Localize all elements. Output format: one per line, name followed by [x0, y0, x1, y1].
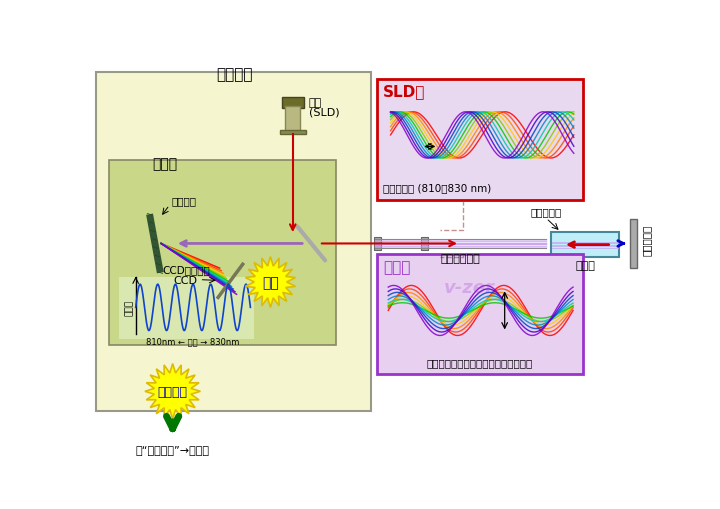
Text: 光源: 光源 — [309, 98, 322, 107]
Text: 分光: 分光 — [262, 275, 279, 290]
FancyBboxPatch shape — [285, 107, 300, 132]
Text: 测量对象物: 测量对象物 — [642, 224, 652, 256]
Text: CCD: CCD — [174, 275, 197, 285]
Text: 宽波长光带 (810～830 nm): 宽波长光带 (810～830 nm) — [383, 183, 491, 193]
FancyBboxPatch shape — [109, 161, 336, 346]
FancyBboxPatch shape — [119, 278, 253, 340]
Text: 分光器: 分光器 — [153, 157, 178, 171]
Text: 传感头: 传感头 — [575, 261, 595, 271]
Text: SLD光: SLD光 — [383, 84, 426, 99]
FancyBboxPatch shape — [377, 254, 583, 374]
Text: 干渉光: 干渉光 — [383, 260, 410, 274]
Text: (SLD): (SLD) — [309, 107, 340, 117]
FancyBboxPatch shape — [96, 73, 372, 411]
Text: 参考反射面: 参考反射面 — [531, 206, 562, 216]
FancyBboxPatch shape — [630, 219, 637, 269]
Text: 光强度: 光强度 — [125, 300, 133, 316]
FancyBboxPatch shape — [374, 237, 382, 251]
FancyBboxPatch shape — [552, 233, 619, 258]
Text: 衍射光栅: 衍射光栅 — [171, 196, 196, 206]
FancyBboxPatch shape — [377, 79, 583, 201]
Text: CCD受光波形: CCD受光波形 — [162, 265, 210, 275]
Text: 波形解析: 波形解析 — [158, 385, 188, 398]
FancyBboxPatch shape — [279, 130, 306, 135]
Text: v-zer: v-zer — [444, 279, 495, 297]
Text: 至“位移数据”→控制器: 至“位移数据”→控制器 — [135, 444, 210, 455]
FancyBboxPatch shape — [282, 98, 304, 109]
Polygon shape — [145, 364, 200, 419]
Polygon shape — [246, 257, 295, 308]
Text: 根据波长的不同，振幅的大小发生变化: 根据波长的不同，振幅的大小发生变化 — [427, 358, 533, 367]
Text: 偏波保持光纤: 偏波保持光纤 — [441, 253, 480, 263]
Text: 分光单元: 分光单元 — [216, 67, 253, 82]
FancyBboxPatch shape — [420, 237, 428, 251]
Text: 810nm ← 波长 → 830nm: 810nm ← 波长 → 830nm — [146, 336, 240, 345]
